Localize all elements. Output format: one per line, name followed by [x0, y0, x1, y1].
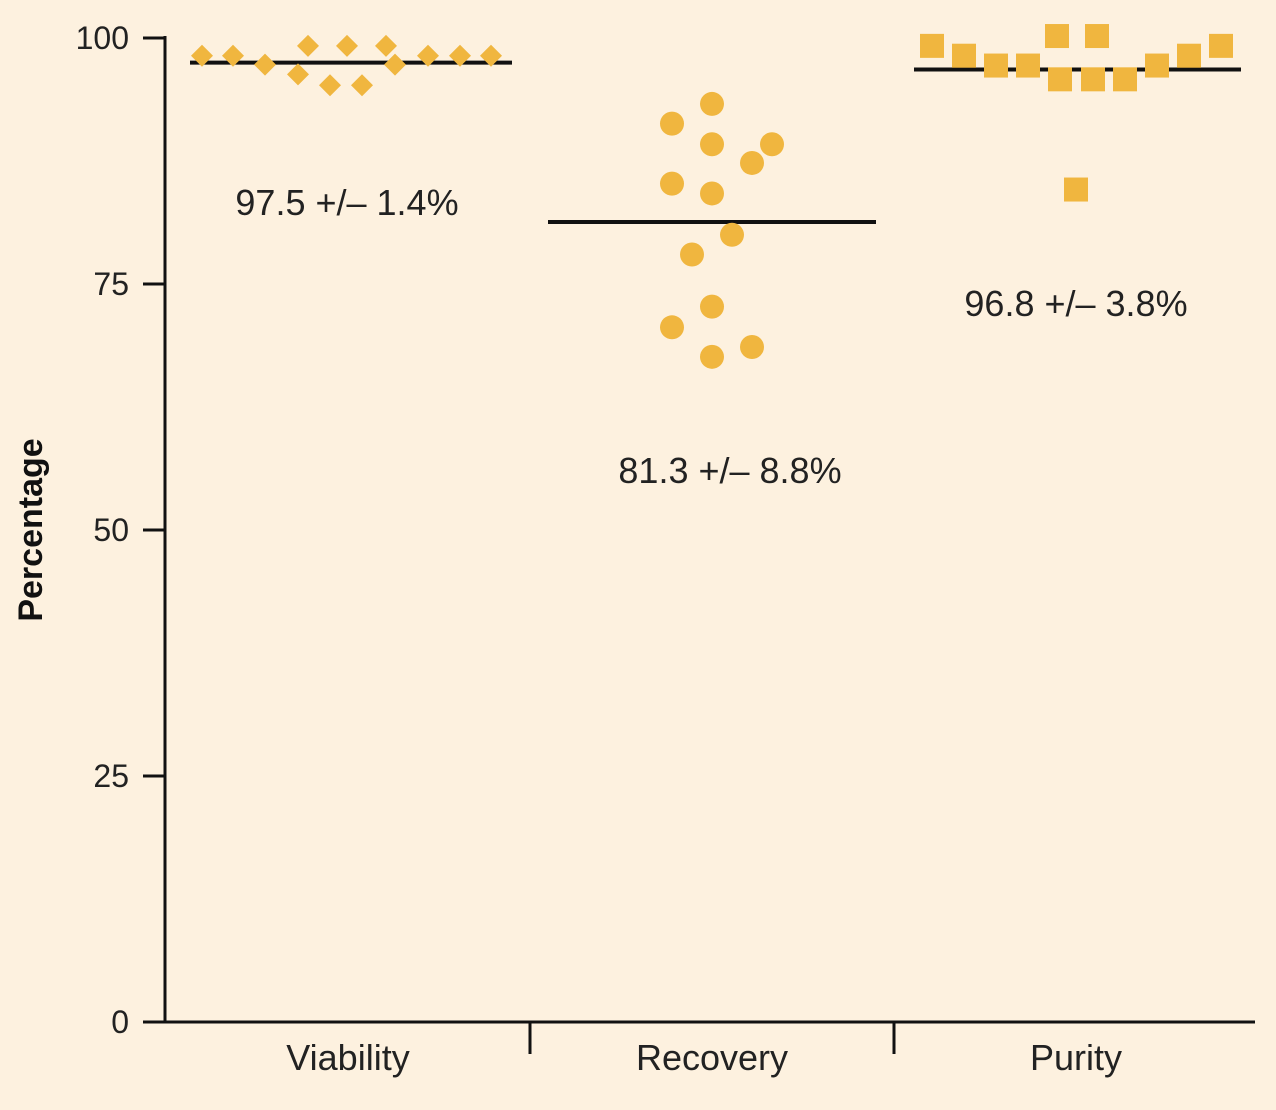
- data-point-purity-13: [1209, 33, 1233, 58]
- x-categories: Viability Recovery Purity: [286, 1037, 1122, 1078]
- data-points: [191, 24, 1233, 369]
- data-point-purity-8: [1085, 24, 1109, 49]
- data-point-purity-11: [1145, 53, 1169, 78]
- data-point-purity-5: [1048, 67, 1072, 92]
- data-point-recovery-2: [660, 171, 684, 196]
- data-point-viability-4: [297, 34, 319, 57]
- data-point-purity-12: [1177, 43, 1201, 68]
- data-point-viability-7: [336, 34, 358, 57]
- data-point-recovery-6: [700, 181, 724, 206]
- data-point-recovery-9: [680, 242, 704, 267]
- y-tick-label-50: 50: [93, 512, 129, 548]
- y-tick-label-75: 75: [93, 266, 129, 302]
- data-point-purity-1: [920, 33, 944, 58]
- data-point-viability-13: [480, 44, 502, 67]
- data-point-purity-7: [1064, 177, 1088, 202]
- data-point-recovery-3: [660, 315, 684, 340]
- data-point-purity-10: [1113, 67, 1137, 92]
- data-point-viability-2: [222, 44, 244, 67]
- data-point-recovery-12: [740, 334, 764, 359]
- data-point-viability-5: [287, 63, 309, 86]
- data-point-recovery-5: [700, 132, 724, 157]
- y-ticks: 0 25 50 75 100: [76, 20, 165, 1040]
- data-point-viability-3: [254, 53, 276, 76]
- data-point-recovery-1: [660, 111, 684, 136]
- data-point-purity-9: [1081, 67, 1105, 92]
- data-point-viability-11: [417, 44, 439, 67]
- annotations: 97.5 +/– 1.4% 81.3 +/– 8.8% 96.8 +/– 3.8%: [235, 182, 1187, 491]
- data-point-viability-10: [384, 53, 406, 76]
- data-point-recovery-13: [760, 132, 784, 157]
- data-point-recovery-10: [740, 150, 764, 175]
- data-point-viability-8: [351, 74, 373, 97]
- data-point-purity-4: [1016, 53, 1040, 78]
- data-point-viability-12: [449, 44, 471, 67]
- data-point-purity-3: [984, 53, 1008, 78]
- annotation-recovery: 81.3 +/– 8.8%: [618, 450, 841, 491]
- data-point-recovery-11: [720, 222, 744, 247]
- x-category-label-purity: Purity: [1030, 1037, 1122, 1078]
- data-point-purity-2: [952, 43, 976, 68]
- data-point-viability-6: [319, 74, 341, 97]
- y-tick-label-100: 100: [76, 20, 129, 56]
- data-point-viability-9: [375, 34, 397, 57]
- annotation-viability: 97.5 +/– 1.4%: [235, 182, 458, 223]
- data-point-recovery-4: [700, 91, 724, 116]
- y-tick-label-0: 0: [111, 1004, 129, 1040]
- y-axis-label: Percentage: [12, 438, 50, 621]
- data-point-recovery-7: [700, 294, 724, 319]
- annotation-purity: 96.8 +/– 3.8%: [964, 283, 1187, 324]
- data-point-recovery-8: [700, 344, 724, 369]
- y-tick-label-25: 25: [93, 758, 129, 794]
- x-category-label-recovery: Recovery: [636, 1037, 788, 1078]
- x-category-label-viability: Viability: [286, 1037, 409, 1078]
- data-point-viability-1: [191, 44, 213, 67]
- data-point-purity-6: [1045, 24, 1069, 49]
